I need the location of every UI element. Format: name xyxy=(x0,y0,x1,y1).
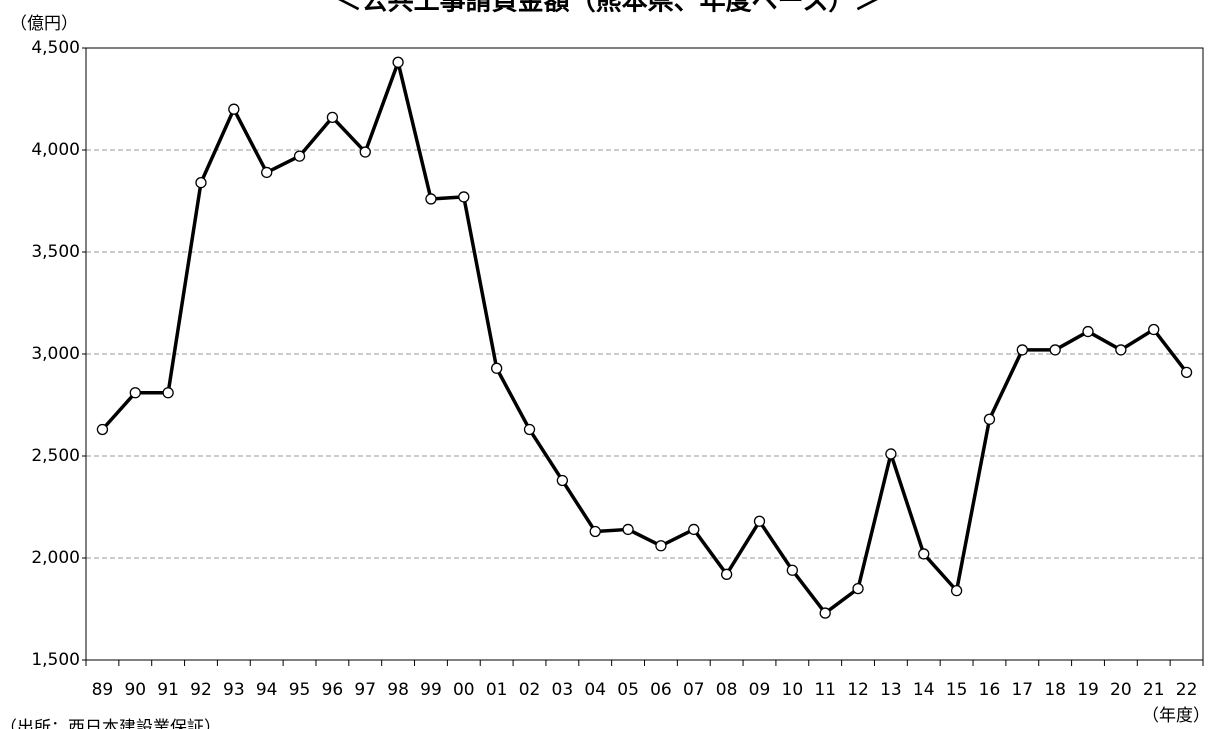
data-point xyxy=(425,193,437,205)
data-point xyxy=(359,146,371,158)
data-point xyxy=(293,150,306,162)
data-point xyxy=(392,56,404,68)
data-point xyxy=(96,423,109,436)
data-point xyxy=(326,111,339,124)
x-tick-label: 05 xyxy=(617,680,639,700)
data-point xyxy=(458,191,470,203)
data-point xyxy=(491,362,503,374)
data-point xyxy=(589,525,601,538)
data-point xyxy=(950,584,963,597)
x-tick-label: 14 xyxy=(913,680,935,700)
series-line xyxy=(101,60,1188,615)
data-point xyxy=(162,387,174,399)
x-tick-label: 16 xyxy=(979,680,1001,700)
y-tick-label: 1,500 xyxy=(31,650,80,670)
data-point xyxy=(688,523,700,536)
data-point xyxy=(720,568,733,580)
data-point xyxy=(1148,323,1160,336)
y-tick-label: 2,500 xyxy=(31,446,80,466)
data-point xyxy=(885,448,897,460)
y-tick-label: 3,500 xyxy=(31,242,80,262)
source-note: （出所：西日本建設業保証） xyxy=(0,718,221,729)
x-tick-label: 99 xyxy=(420,680,442,700)
y-tick-label: 3,000 xyxy=(31,344,80,364)
data-point xyxy=(1016,344,1028,356)
x-tick-label: 06 xyxy=(650,680,672,700)
x-tick-label: 12 xyxy=(847,680,869,700)
x-tick-label: 11 xyxy=(814,680,836,700)
x-tick-label: 19 xyxy=(1077,680,1099,700)
data-point xyxy=(852,582,864,595)
x-tick-label: 89 xyxy=(92,680,114,700)
data-point xyxy=(786,564,798,576)
plot-frame xyxy=(85,47,1204,661)
data-point xyxy=(918,548,930,560)
y-tick-label: 4,000 xyxy=(31,140,80,160)
data-point xyxy=(1049,344,1061,356)
x-tick-label: 97 xyxy=(354,680,376,700)
y-tick-label: 4,500 xyxy=(31,38,80,58)
x-tick-label: 96 xyxy=(322,680,344,700)
data-point xyxy=(228,103,240,115)
x-tick-label: 92 xyxy=(190,680,212,700)
data-point xyxy=(195,176,207,189)
x-tick-label: 03 xyxy=(552,680,574,700)
x-tick-label: 10 xyxy=(782,680,804,700)
x-tick-label: 08 xyxy=(716,680,738,700)
y-axis-label: （億円） xyxy=(10,14,78,34)
data-point xyxy=(819,607,831,619)
data-point xyxy=(1115,344,1127,356)
x-tick-label: 18 xyxy=(1044,680,1066,700)
data-point xyxy=(129,387,141,399)
x-tick-label: 07 xyxy=(683,680,705,700)
data-point xyxy=(1082,325,1094,338)
x-tick-label: 21 xyxy=(1143,680,1165,700)
x-tick-label: 00 xyxy=(453,680,475,700)
x-tick-label: 95 xyxy=(289,680,311,700)
x-tick-label: 15 xyxy=(946,680,968,700)
data-point xyxy=(523,423,536,436)
x-tick-label: 04 xyxy=(584,680,606,700)
x-tick-label: 93 xyxy=(223,680,245,700)
x-tick-label: 94 xyxy=(256,680,278,700)
data-point xyxy=(261,166,273,179)
x-tick-label: 20 xyxy=(1110,680,1132,700)
data-point xyxy=(1180,366,1193,379)
data-point xyxy=(655,540,667,552)
x-tick-label: 91 xyxy=(157,680,179,700)
x-tick-label: 90 xyxy=(124,680,146,700)
x-tick-label: 22 xyxy=(1176,680,1198,700)
data-point xyxy=(983,413,996,425)
y-tick-label: 2,000 xyxy=(31,548,80,568)
data-point xyxy=(556,474,569,487)
x-tick-label: 01 xyxy=(486,680,508,700)
x-tick-label: 02 xyxy=(519,680,541,700)
x-axis-label: （年度） xyxy=(1142,706,1210,726)
x-tick-label: 17 xyxy=(1011,680,1033,700)
x-tick-label: 13 xyxy=(880,680,902,700)
data-point xyxy=(622,523,634,536)
x-tick-label: 98 xyxy=(387,680,409,700)
data-point xyxy=(753,515,766,527)
chart-title: ＜公共工事請負金額（熊本県、年度ベース）＞ xyxy=(336,0,881,17)
x-tick-label: 09 xyxy=(749,680,771,700)
